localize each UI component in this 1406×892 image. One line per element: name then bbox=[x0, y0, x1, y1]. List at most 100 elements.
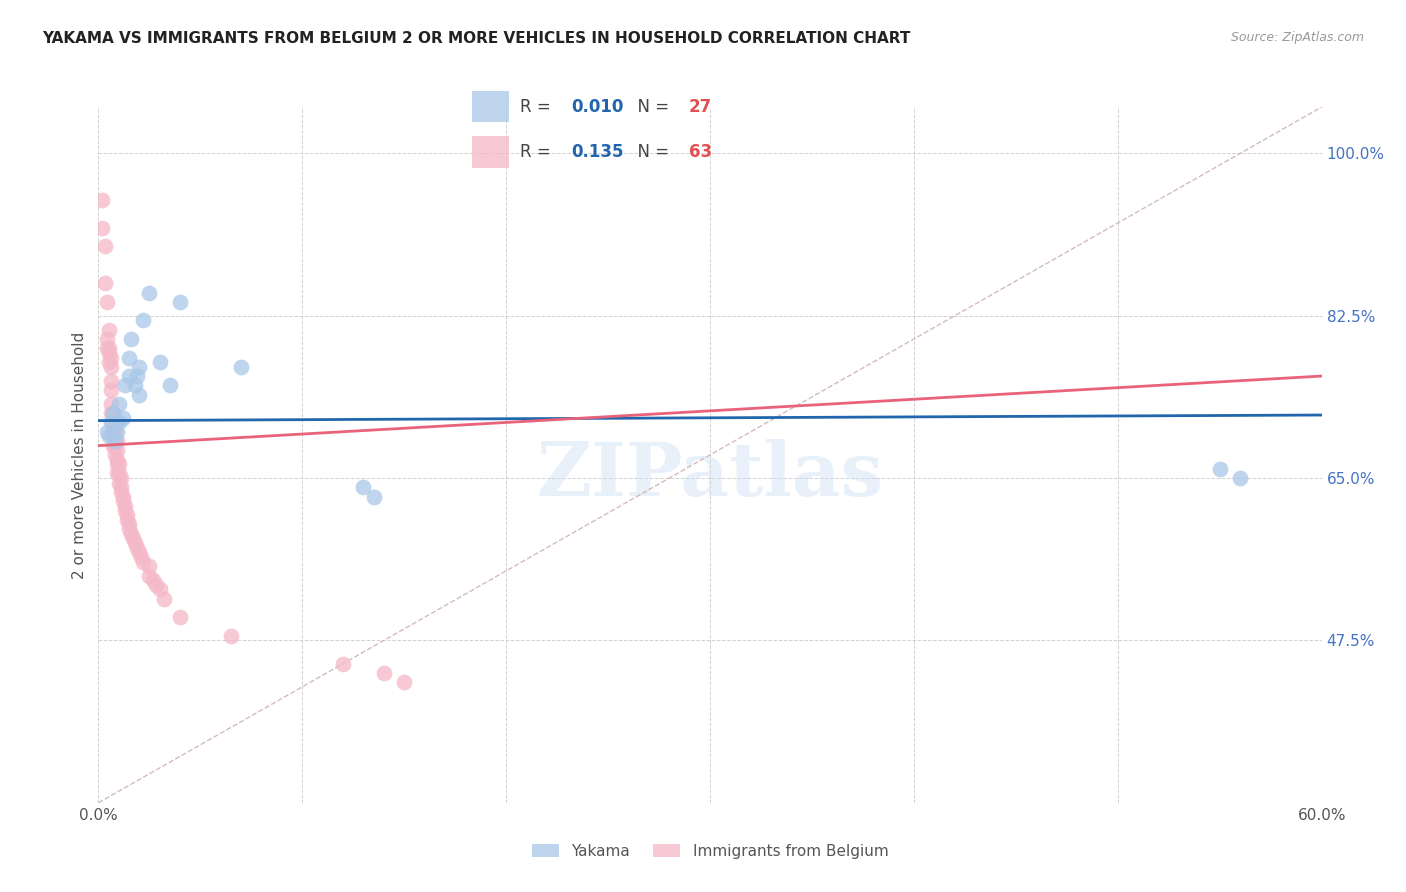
Point bbox=[111, 494, 134, 508]
Text: YAKAMA VS IMMIGRANTS FROM BELGIUM 2 OR MORE VEHICLES IN HOUSEHOLD CORRELATION CH: YAKAMA VS IMMIGRANTS FROM BELGIUM 2 OR M… bbox=[42, 31, 911, 46]
Point bbox=[124, 378, 146, 392]
Point bbox=[332, 657, 354, 671]
Point bbox=[101, 429, 124, 443]
Point bbox=[128, 387, 150, 401]
Text: N =: N = bbox=[627, 98, 675, 116]
Point bbox=[169, 294, 191, 309]
Point bbox=[142, 573, 165, 587]
Text: 27: 27 bbox=[689, 98, 713, 116]
Point bbox=[97, 323, 120, 337]
Point bbox=[104, 434, 127, 448]
Point bbox=[96, 294, 118, 309]
Point bbox=[100, 406, 122, 420]
Point bbox=[100, 397, 122, 411]
Point bbox=[97, 429, 120, 443]
Point bbox=[115, 508, 138, 523]
Point bbox=[149, 355, 172, 369]
Point bbox=[118, 369, 141, 384]
Point bbox=[105, 452, 128, 467]
Y-axis label: 2 or more Vehicles in Household: 2 or more Vehicles in Household bbox=[72, 331, 87, 579]
Point bbox=[128, 545, 150, 559]
Point bbox=[159, 378, 181, 392]
Point bbox=[124, 536, 146, 550]
Point bbox=[114, 503, 136, 517]
Point bbox=[104, 439, 127, 453]
Point bbox=[110, 485, 132, 500]
Point bbox=[97, 346, 120, 360]
Point bbox=[91, 220, 114, 235]
Point bbox=[219, 629, 242, 643]
Point bbox=[129, 549, 152, 564]
Point bbox=[101, 406, 124, 420]
Point bbox=[111, 410, 134, 425]
Point bbox=[101, 416, 124, 430]
Point bbox=[138, 568, 160, 582]
Point bbox=[104, 434, 127, 448]
Point bbox=[115, 513, 138, 527]
Legend: Yakama, Immigrants from Belgium: Yakama, Immigrants from Belgium bbox=[526, 838, 894, 864]
Point bbox=[145, 578, 167, 592]
Text: R =: R = bbox=[520, 98, 557, 116]
Text: 63: 63 bbox=[689, 143, 711, 161]
Point bbox=[108, 475, 131, 490]
Point bbox=[97, 355, 120, 369]
Point bbox=[352, 480, 374, 494]
Point bbox=[127, 369, 149, 384]
Point bbox=[152, 591, 174, 606]
Point bbox=[110, 480, 132, 494]
Point bbox=[100, 359, 122, 374]
Text: ZIPatlas: ZIPatlas bbox=[537, 439, 883, 512]
Point bbox=[118, 517, 141, 532]
Point bbox=[101, 425, 124, 439]
Point bbox=[105, 425, 128, 439]
Point bbox=[114, 499, 136, 513]
Point bbox=[105, 467, 128, 481]
Point bbox=[392, 675, 416, 690]
Point bbox=[97, 341, 120, 355]
Point bbox=[105, 443, 128, 458]
Point bbox=[100, 416, 122, 430]
Point bbox=[122, 532, 145, 546]
Point bbox=[101, 439, 124, 453]
Text: N =: N = bbox=[627, 143, 675, 161]
Bar bbox=[472, 136, 509, 168]
Point bbox=[120, 332, 142, 346]
Point bbox=[108, 467, 131, 481]
Point bbox=[100, 374, 122, 388]
Point bbox=[363, 490, 385, 504]
Point bbox=[96, 341, 118, 355]
Point bbox=[93, 239, 115, 253]
Text: Source: ZipAtlas.com: Source: ZipAtlas.com bbox=[1230, 31, 1364, 45]
Point bbox=[105, 457, 128, 471]
Text: R =: R = bbox=[520, 143, 557, 161]
Point bbox=[108, 457, 131, 471]
Point bbox=[96, 425, 118, 439]
Point bbox=[100, 351, 122, 365]
Point bbox=[149, 582, 172, 597]
Point bbox=[110, 471, 132, 485]
Point bbox=[138, 285, 160, 300]
Point bbox=[132, 313, 155, 327]
Point bbox=[104, 448, 127, 462]
Point bbox=[100, 383, 122, 397]
Text: 0.135: 0.135 bbox=[571, 143, 623, 161]
Point bbox=[120, 526, 142, 541]
Point bbox=[128, 359, 150, 374]
Point bbox=[101, 406, 124, 420]
Point bbox=[1209, 462, 1232, 476]
Point bbox=[105, 434, 128, 448]
Point bbox=[231, 359, 253, 374]
Point bbox=[108, 397, 131, 411]
Point bbox=[118, 522, 141, 536]
Text: 0.010: 0.010 bbox=[571, 98, 623, 116]
Point bbox=[96, 332, 118, 346]
Point bbox=[138, 559, 160, 574]
Point bbox=[169, 610, 191, 624]
Point bbox=[108, 416, 131, 430]
Point bbox=[373, 665, 395, 680]
Point bbox=[104, 425, 127, 439]
Point bbox=[93, 277, 115, 291]
Point bbox=[132, 555, 155, 569]
Point bbox=[118, 351, 141, 365]
Point bbox=[111, 490, 134, 504]
